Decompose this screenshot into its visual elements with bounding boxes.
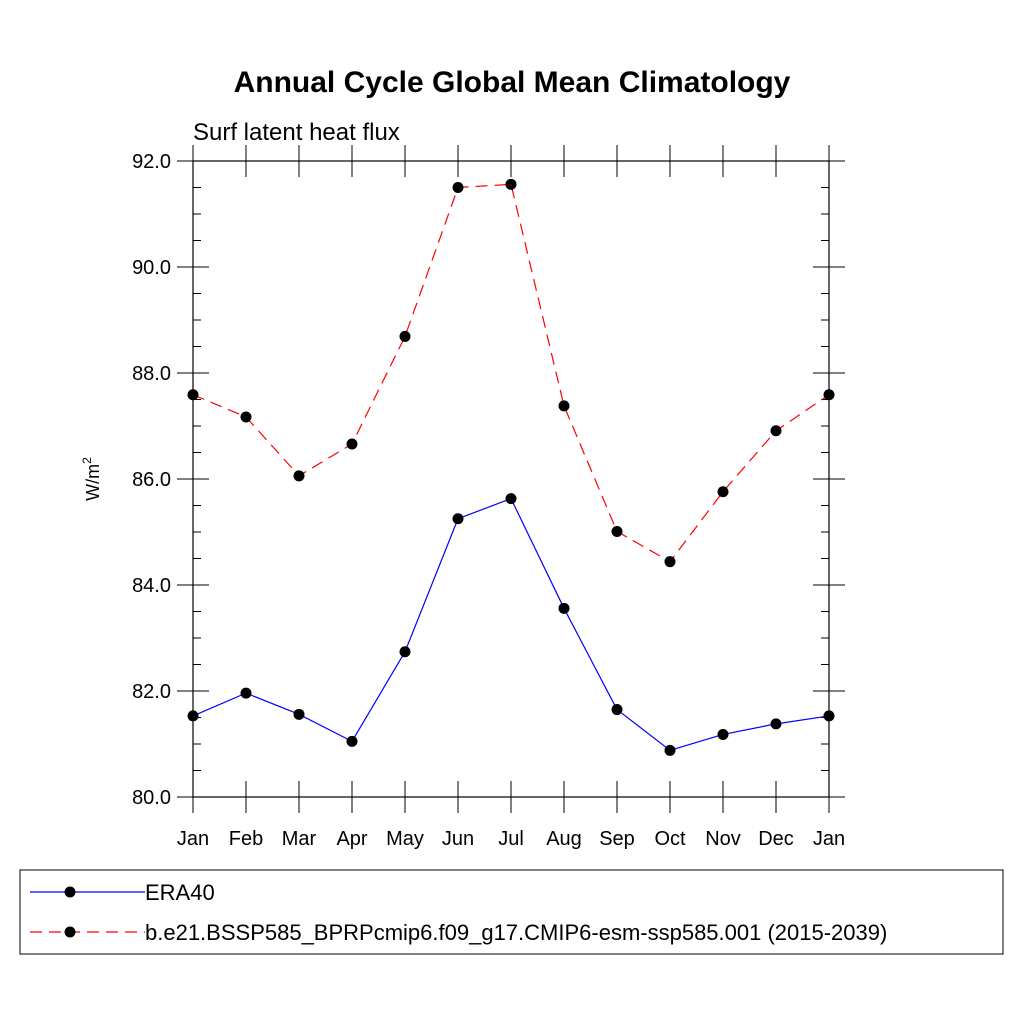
x-tick-label: Feb <box>229 828 263 850</box>
x-tick-label: Jan <box>177 828 209 850</box>
y-tick-label: 86.0 <box>132 469 171 491</box>
series-1-point <box>558 400 570 412</box>
series-1-point <box>187 389 199 401</box>
series-line-0 <box>192 497 830 752</box>
series-1-point <box>717 486 729 498</box>
chart-subtitle: Surf latent heat flux <box>193 119 400 146</box>
series-1-point <box>611 525 623 537</box>
series-0-point <box>346 735 358 747</box>
x-tick-label: Sep <box>599 828 635 850</box>
legend-box <box>19 869 1004 955</box>
series-0-point <box>717 728 729 740</box>
ticks-layer <box>177 145 845 813</box>
series-1-point <box>240 411 252 423</box>
series-0-point <box>823 710 835 722</box>
y-tick-label: 80.0 <box>132 787 171 809</box>
y-axis-label-text: W/m <box>83 464 103 501</box>
x-tick-label: Oct <box>654 828 686 850</box>
series-1-point <box>346 438 358 450</box>
series-0-point <box>770 718 782 730</box>
x-tick-label: May <box>386 828 424 850</box>
series-0-point <box>240 687 252 699</box>
legend-entry-label: b.e21.BSSP585_BPRPcmip6.f09_g17.CMIP6-es… <box>145 920 887 945</box>
plot-frame <box>192 160 830 798</box>
x-tick-label: Nov <box>705 828 741 850</box>
chart-title: Annual Cycle Global Mean Climatology <box>234 66 791 99</box>
y-tick-label: 84.0 <box>132 575 171 597</box>
series-1-point <box>770 425 782 437</box>
legend-entry-label: ERA40 <box>145 880 215 905</box>
series-line-1 <box>192 183 830 563</box>
series-0-point <box>293 708 305 720</box>
y-tick-labels: 80.0 82.0 84.0 86.0 88.0 90.0 92.0 <box>132 151 171 809</box>
series-0-point <box>452 513 464 525</box>
y-axis-label: W/m2 <box>80 457 103 501</box>
x-tick-label: Aug <box>546 828 582 850</box>
y-axis-label-superscript: 2 <box>80 457 94 464</box>
series-0-point <box>664 744 676 756</box>
series-1-point <box>505 178 517 190</box>
series-1-point <box>399 330 411 342</box>
series-1-point <box>823 389 835 401</box>
series-1-point <box>293 470 305 482</box>
x-tick-labels: Jan Feb Mar Apr May Jun Jul Aug Sep Oct Nov Dec Jan <box>177 828 845 850</box>
x-tick-label: Jun <box>442 828 474 850</box>
x-tick-label: Jul <box>498 828 524 850</box>
series-0-point <box>558 602 570 614</box>
x-tick-label: Jan <box>813 828 845 850</box>
series-0-point <box>399 646 411 658</box>
series-1-point <box>664 556 676 568</box>
legend-marker-0 <box>64 886 76 898</box>
series-0-point <box>187 710 199 722</box>
y-tick-label: 92.0 <box>132 151 171 173</box>
x-tick-label: Dec <box>758 828 794 850</box>
series-0-point <box>611 704 623 716</box>
legend: ERA40 b.e21.BSSP585_BPRPcmip6.f09_g17.CM… <box>30 880 887 945</box>
y-tick-label: 88.0 <box>132 363 171 385</box>
y-tick-label: 90.0 <box>132 257 171 279</box>
series-layer <box>187 178 835 756</box>
legend-marker-1 <box>64 926 76 938</box>
series-1-point <box>452 182 464 193</box>
series-0-point <box>505 493 517 505</box>
x-tick-label: Mar <box>282 828 317 850</box>
x-tick-label: Apr <box>336 828 367 850</box>
y-tick-label: 82.0 <box>132 681 171 703</box>
